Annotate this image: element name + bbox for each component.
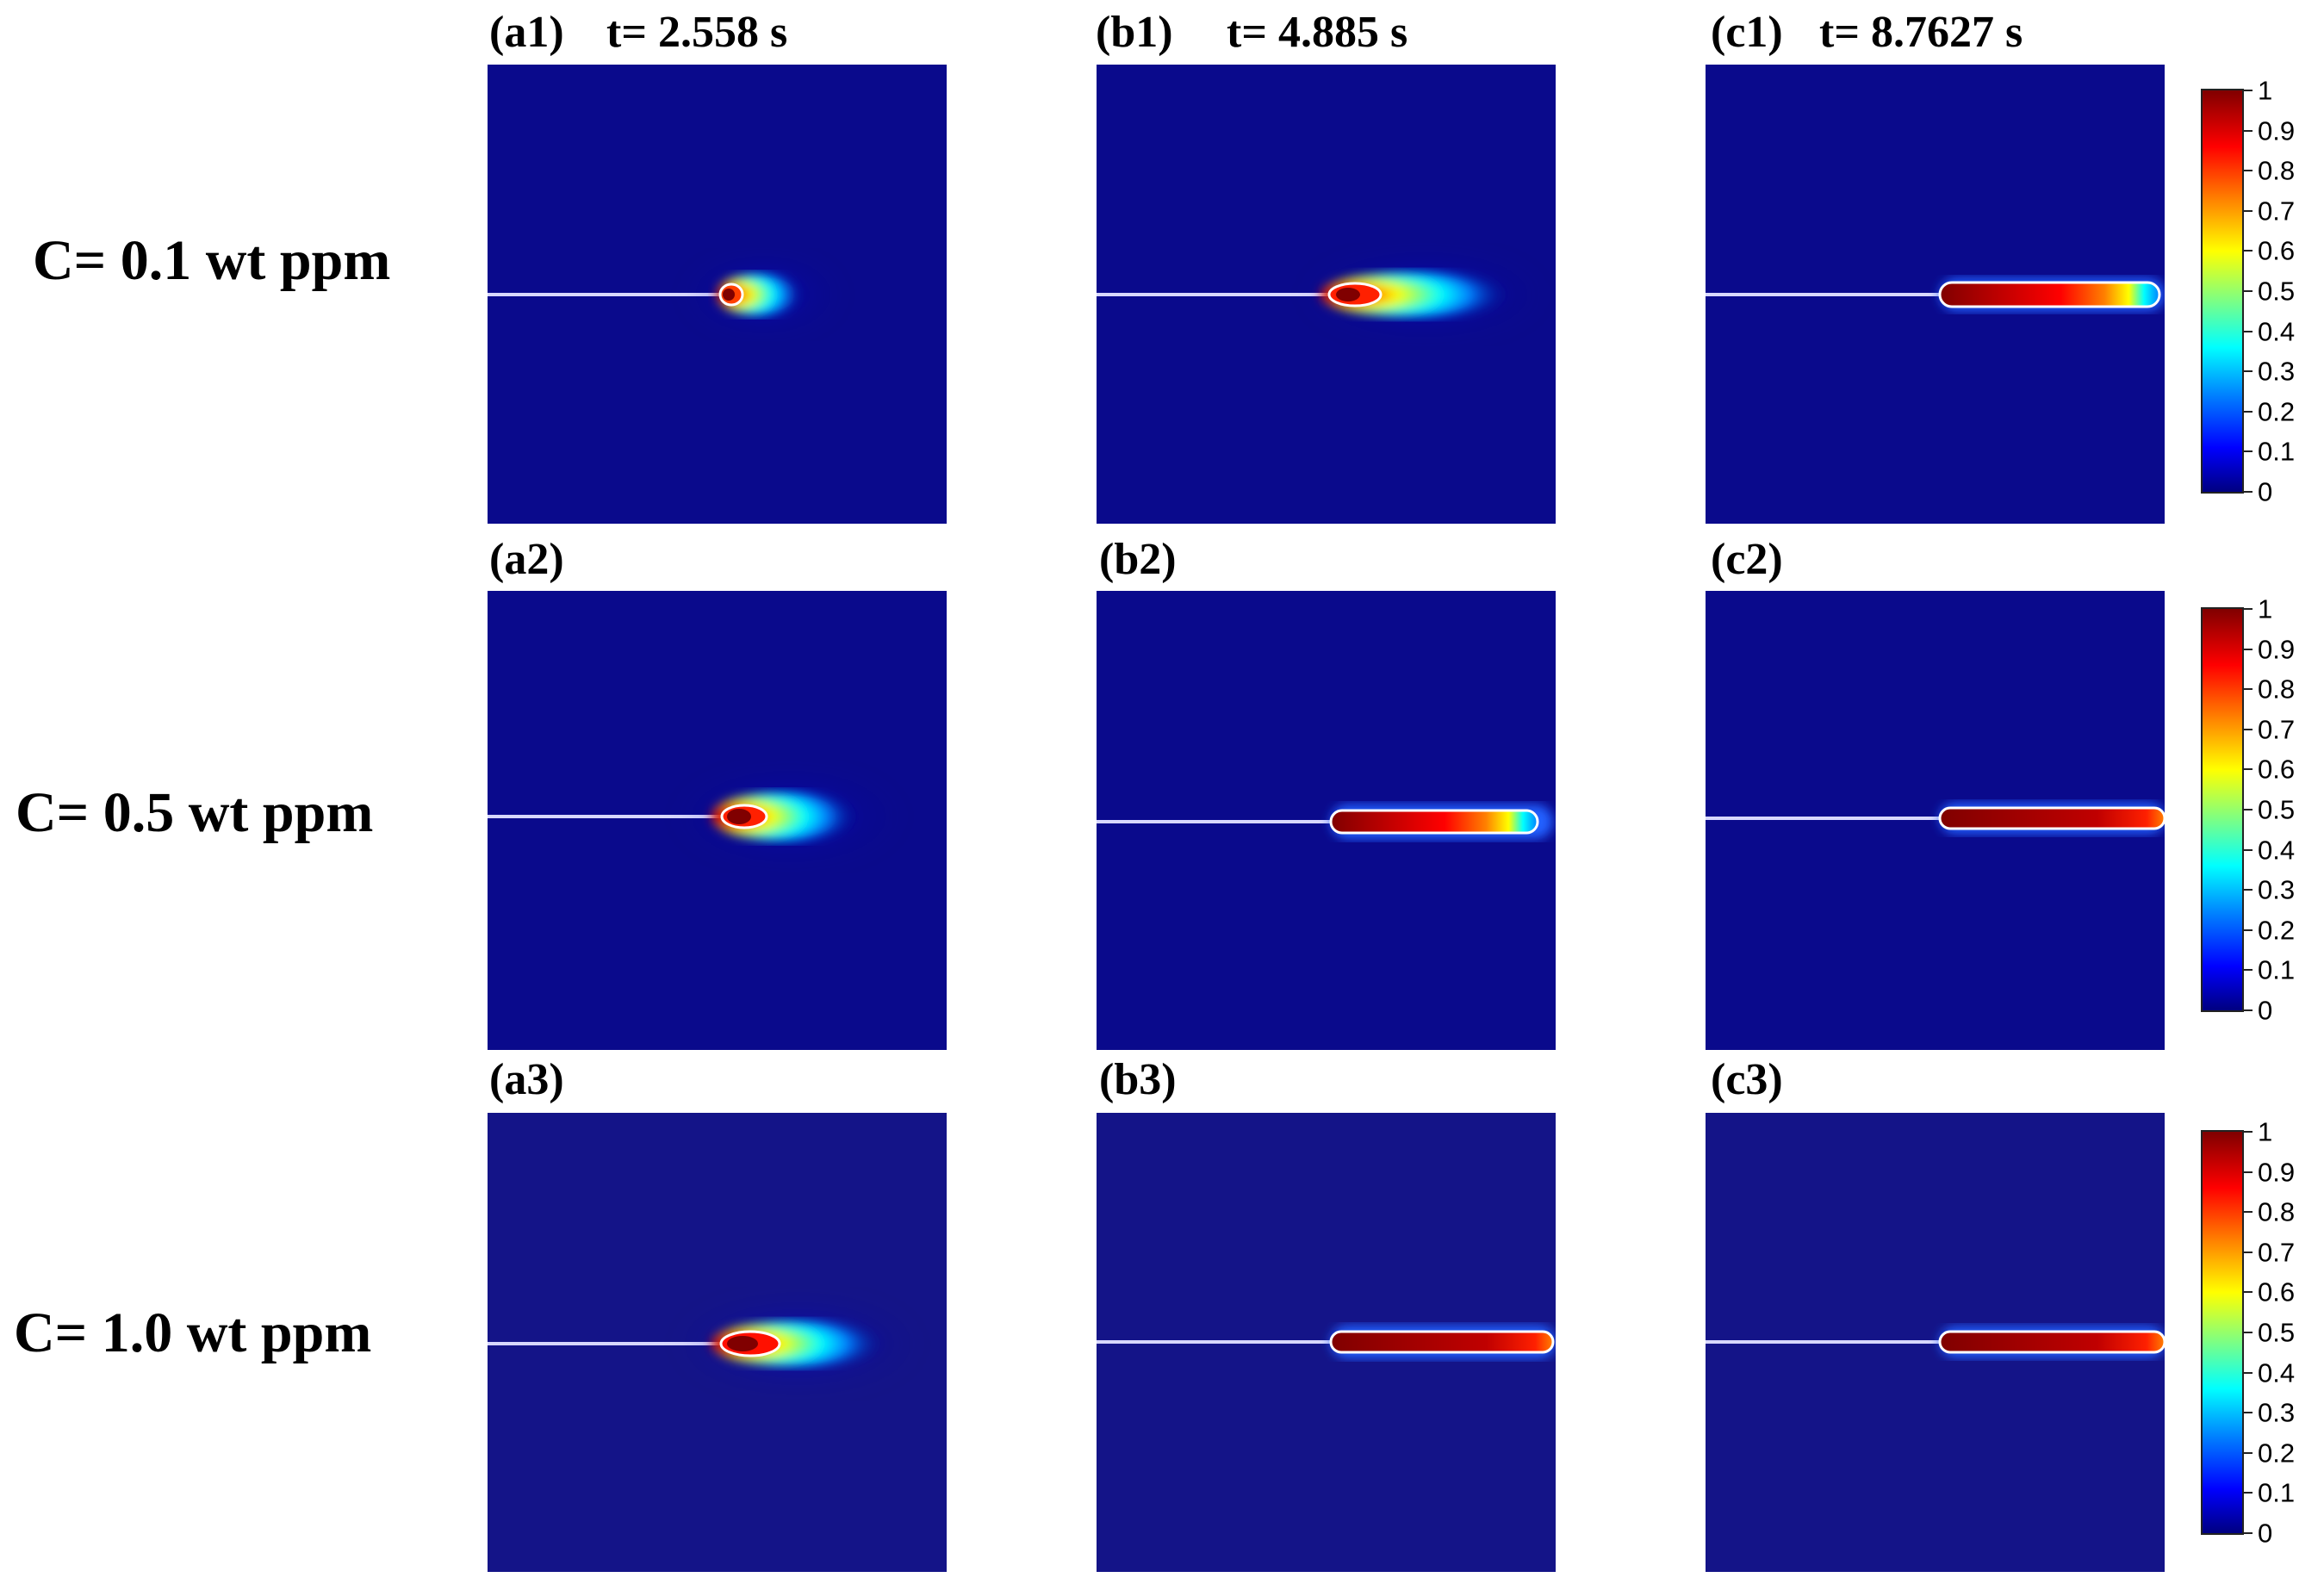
colorbar-tick-label: 1 [2258,1116,2273,1147]
colorbar-tick [2244,1332,2253,1333]
colorbar-tick [2244,728,2253,730]
colorbar-tick [2244,1532,2253,1534]
colorbar-tick-label: 0.7 [2258,714,2296,745]
colorbar-tick-label: 0 [2258,476,2273,507]
colorbar-tick-label: 0.4 [2258,316,2296,347]
colorbar-tick-label: 0.1 [2258,1477,2296,1508]
panel-label-c1: (c1) [1711,8,1783,57]
colorbar-gradient [2201,607,2244,1012]
colorbar-tick-label: 0.2 [2258,396,2296,427]
field-panel-b3 [1097,1113,1556,1572]
colorbar-gradient [2201,89,2244,494]
colorbar-tick-label: 0.9 [2258,1157,2296,1188]
panel-label-a2: (a2) [489,535,564,584]
colorbar-tick-label: 0.2 [2258,1438,2296,1469]
colorbar-tick [2244,410,2253,413]
colorbar-tick [2244,1492,2253,1494]
time-label-column-c: t= 8.7627 s [1819,8,2023,57]
colorbar-tick [2244,809,2253,811]
colorbar-tick [2244,491,2253,493]
colorbar-tick-label: 0.3 [2258,1397,2296,1428]
colorbar-tick-label: 0.7 [2258,1237,2296,1268]
colorbar-tick-label: 0.3 [2258,356,2296,387]
panel-label-b2: (b2) [1099,535,1177,584]
colorbar-tick-label: 0.4 [2258,1357,2296,1388]
colorbar-tick [2244,848,2253,851]
colorbar-tick [2244,209,2253,212]
field-panel-c1 [1706,65,2165,524]
colorbar-gradient [2201,1130,2244,1535]
colorbar-tick-label: 0.2 [2258,915,2296,946]
colorbar-tick-label: 0.5 [2258,1317,2296,1348]
colorbar-tick-label: 0.1 [2258,954,2296,985]
colorbar-tick [2244,648,2253,650]
colorbar-tick [2244,929,2253,931]
colorbar-tick-label: 0.3 [2258,874,2296,905]
colorbar-tick [2244,170,2253,172]
colorbar-tick [2244,889,2253,891]
colorbar-tick-label: 0.8 [2258,674,2296,705]
colorbar-tick [2244,1291,2253,1294]
colorbar-tick [2244,688,2253,691]
time-label-column-b: t= 4.885 s [1227,8,1408,57]
colorbar-tick-label: 0.8 [2258,155,2296,186]
row-label-concentration-0.5: C= 0.5 wt ppm [16,781,374,844]
colorbar-tick-label: 0.6 [2258,1276,2296,1307]
colorbar-tick [2244,129,2253,132]
field-panel-a3 [488,1113,947,1572]
field-panel-c3 [1706,1113,2165,1572]
colorbar-tick [2244,330,2253,332]
colorbar-tick [2244,1412,2253,1414]
colorbar-tick [2244,1211,2253,1214]
panel-label-b1: (b1) [1096,8,1173,57]
colorbar-tick [2244,450,2253,453]
colorbar-tick-label: 0.6 [2258,235,2296,266]
colorbar-tick [2244,969,2253,972]
colorbar-tick [2244,768,2253,771]
row-label-concentration-0.1: C= 0.1 wt ppm [33,229,391,292]
colorbar-tick [2244,370,2253,373]
panel-label-a1: (a1) [489,8,564,57]
colorbar-tick [2244,90,2253,91]
colorbar-tick-label: 0.7 [2258,196,2296,227]
colorbar-tick [2244,1251,2253,1253]
colorbar-tick [2244,1009,2253,1011]
colorbar-tick-label: 0.9 [2258,634,2296,665]
panel-label-c3: (c3) [1711,1055,1783,1104]
colorbar-tick [2244,290,2253,292]
colorbar-tick-label: 0.4 [2258,835,2296,866]
colorbar-tick [2244,1451,2253,1454]
colorbar-tick [2244,250,2253,252]
field-panel-b2 [1097,591,1556,1050]
colorbar-tick-label: 1 [2258,75,2273,106]
panel-label-c2: (c2) [1711,535,1783,584]
colorbar-tick-label: 1 [2258,593,2273,624]
colorbar-tick-label: 0.6 [2258,754,2296,785]
colorbar-tick [2244,1171,2253,1173]
colorbar-tick-label: 0.1 [2258,436,2296,467]
colorbar-tick-label: 0.5 [2258,794,2296,825]
colorbar-tick-label: 0.5 [2258,276,2296,307]
colorbar-tick-label: 0.8 [2258,1196,2296,1227]
colorbar-tick [2244,1371,2253,1374]
panel-label-b3: (b3) [1099,1055,1177,1104]
field-panel-a1 [488,65,947,524]
field-panel-b1 [1097,65,1556,524]
colorbar-tick-label: 0 [2258,1518,2273,1549]
panel-label-a3: (a3) [489,1055,564,1104]
row-label-concentration-1.0: C= 1.0 wt ppm [14,1301,372,1364]
field-panel-c2 [1706,591,2165,1050]
colorbar-tick-label: 0 [2258,995,2273,1026]
field-panel-a2 [488,591,947,1050]
colorbar-tick-label: 0.9 [2258,115,2296,146]
time-label-column-a: t= 2.558 s [606,8,788,57]
colorbar-tick [2244,608,2253,610]
colorbar-tick [2244,1131,2253,1133]
